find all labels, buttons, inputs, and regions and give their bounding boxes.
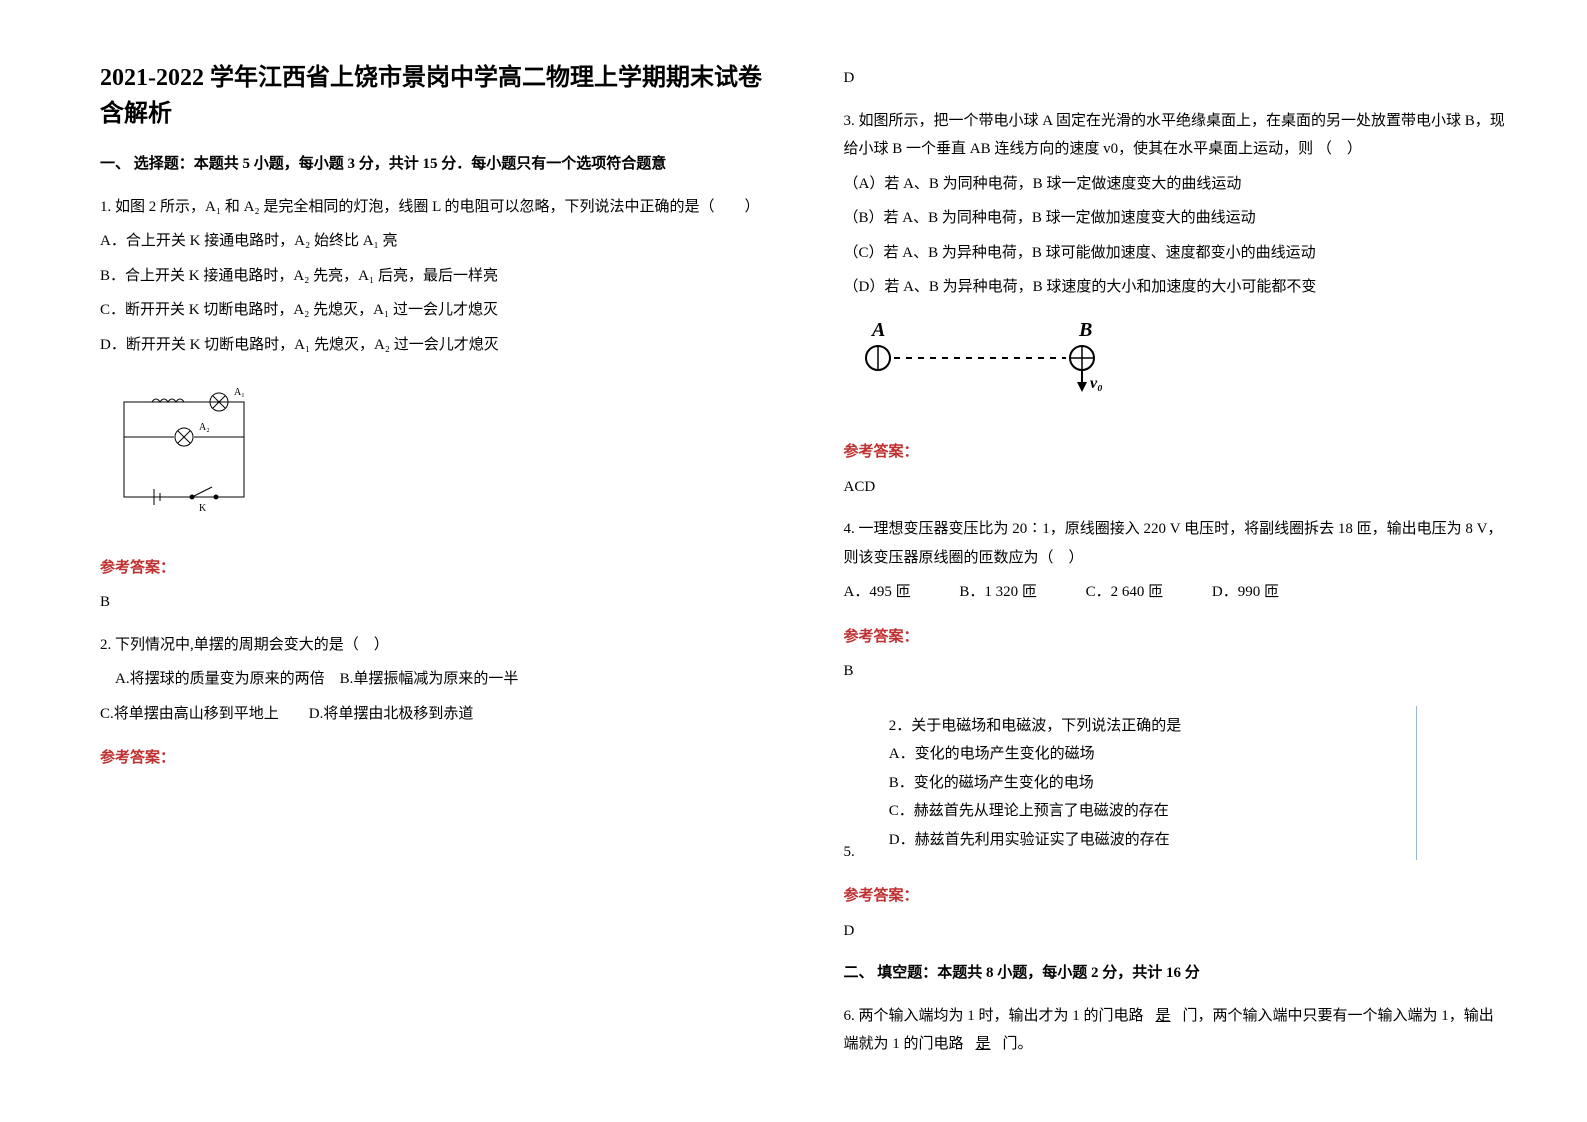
q5-opt-c: C．赫兹首先从理论上预言了电磁波的存在 <box>889 797 1407 826</box>
q2-opt-cd: C.将单摆由高山移到平地上 D.将单摆由北极移到赤道 <box>100 700 764 729</box>
q5-answer-label: 参考答案： <box>844 882 1508 911</box>
q5-head: 2．关于电磁场和电磁波，下列说法正确的是 <box>889 712 1407 741</box>
q4-answer-label: 参考答案： <box>844 623 1508 652</box>
q3-ab-diagram: A B v₀ <box>854 318 1134 398</box>
left-column: 2021-2022 学年江西省上饶市景岗中学高二物理上学期期末试卷含解析 一、 … <box>100 60 764 1065</box>
q3-stem: 3. 如图所示，把一个带电小球 A 固定在光滑的水平绝缘桌面上，在桌面的另一处放… <box>844 107 1508 164</box>
q3-opt-c: （C）若 A、B 为异种电荷，B 球可能做加速度、速度都变小的曲线运动 <box>844 239 1508 268</box>
q3-opt-b: （B）若 A、B 为同种电荷，B 球一定做加速度变大的曲线运动 <box>844 204 1508 233</box>
q1-answer-label: 参考答案： <box>100 554 764 583</box>
q2-stem: 2. 下列情况中,单摆的周期会变大的是（ ） <box>100 631 764 660</box>
q1-opt-d: D．断开开关 K 切断电路时，A₁ 先熄灭，A₂ 过一会儿才熄灭 <box>100 331 764 360</box>
q4-stem: 4. 一理想变压器变压比为 20∶1，原线圈接入 220 V 电压时，将副线圈拆… <box>844 515 1508 572</box>
q5-opt-d: D．赫兹首先利用实验证实了电磁波的存在 <box>889 826 1407 855</box>
q6-blank-2: 是 <box>964 1036 1003 1052</box>
q4-opt-d: D．990 匝 <box>1212 584 1279 600</box>
right-column: D 3. 如图所示，把一个带电小球 A 固定在光滑的水平绝缘桌面上，在桌面的另一… <box>844 60 1508 1065</box>
diag-label-a: A <box>870 319 885 341</box>
q1-answer: B <box>100 588 764 617</box>
q1-opt-c: C．断开开关 K 切断电路时，A₂ 先熄灭，A₁ 过一会儿才熄灭 <box>100 296 764 325</box>
svg-text:A₂: A₂ <box>199 422 210 433</box>
q6-part-a: 6. 两个输入端均为 1 时，输出才为 1 的门电路 <box>844 1008 1144 1024</box>
q5-opt-a: A．变化的电场产生变化的磁场 <box>889 740 1407 769</box>
q4-opt-a: A．495 匝 <box>844 584 911 600</box>
q1-opt-b: B．合上开关 K 接通电路时，A₂ 先亮，A₁ 后亮，最后一样亮 <box>100 262 764 291</box>
q6-part-c: 门。 <box>1003 1036 1033 1052</box>
exam-title: 2021-2022 学年江西省上饶市景岗中学高二物理上学期期末试卷含解析 <box>100 60 764 132</box>
q4-opt-c: C．2 640 匝 <box>1086 584 1164 600</box>
svg-text:K: K <box>199 503 207 514</box>
q5-answer: D <box>844 917 1508 946</box>
section-2-head: 二、 填空题：本题共 8 小题，每小题 2 分，共计 16 分 <box>844 959 1508 988</box>
q5-opt-b: B．变化的磁场产生变化的电场 <box>889 769 1407 798</box>
q6: 6. 两个输入端均为 1 时，输出才为 1 的门电路是门，两个输入端中只要有一个… <box>844 1002 1508 1059</box>
q2-opt-ab: A.将摆球的质量变为原来的两倍 B.单摆振幅减为原来的一半 <box>100 665 764 694</box>
diag-label-v0: v₀ <box>1090 375 1103 392</box>
section-1-head: 一、 选择题：本题共 5 小题，每小题 3 分，共计 15 分．每小题只有一个选… <box>100 150 764 179</box>
q2-answer-label: 参考答案： <box>100 744 764 773</box>
q6-blank-1: 是 <box>1144 1008 1183 1024</box>
q3-opt-d: （D）若 A、B 为异种电荷，B 球速度的大小和加速度的大小可能都不变 <box>844 273 1508 302</box>
q3-answer: ACD <box>844 473 1508 502</box>
q1-stem: 1. 如图 2 所示，A₁ 和 A₂ 是完全相同的灯泡，线圈 L 的电阻可以忽略… <box>100 193 764 222</box>
q5-box: 2．关于电磁场和电磁波，下列说法正确的是 A．变化的电场产生变化的磁场 B．变化… <box>859 706 1418 861</box>
q4-opt-b: B．1 320 匝 <box>959 584 1037 600</box>
q5-number: 5. <box>844 838 855 867</box>
q1-circuit-diagram: A₁ A₂ K <box>104 377 264 517</box>
svg-text:A₁: A₁ <box>234 387 245 398</box>
q4-answer: B <box>844 657 1508 686</box>
diag-label-b: B <box>1078 319 1092 341</box>
q4-options: A．495 匝 B．1 320 匝 C．2 640 匝 D．990 匝 <box>844 578 1508 607</box>
q3-answer-label: 参考答案： <box>844 438 1508 467</box>
q3-opt-a: （A）若 A、B 为同种电荷，B 球一定做速度变大的曲线运动 <box>844 170 1508 199</box>
q1-opt-a: A．合上开关 K 接通电路时，A₂ 始终比 A₁ 亮 <box>100 227 764 256</box>
q5-wrap: 5. 2．关于电磁场和电磁波，下列说法正确的是 A．变化的电场产生变化的磁场 B… <box>844 700 1508 867</box>
q2-answer: D <box>844 64 1508 93</box>
